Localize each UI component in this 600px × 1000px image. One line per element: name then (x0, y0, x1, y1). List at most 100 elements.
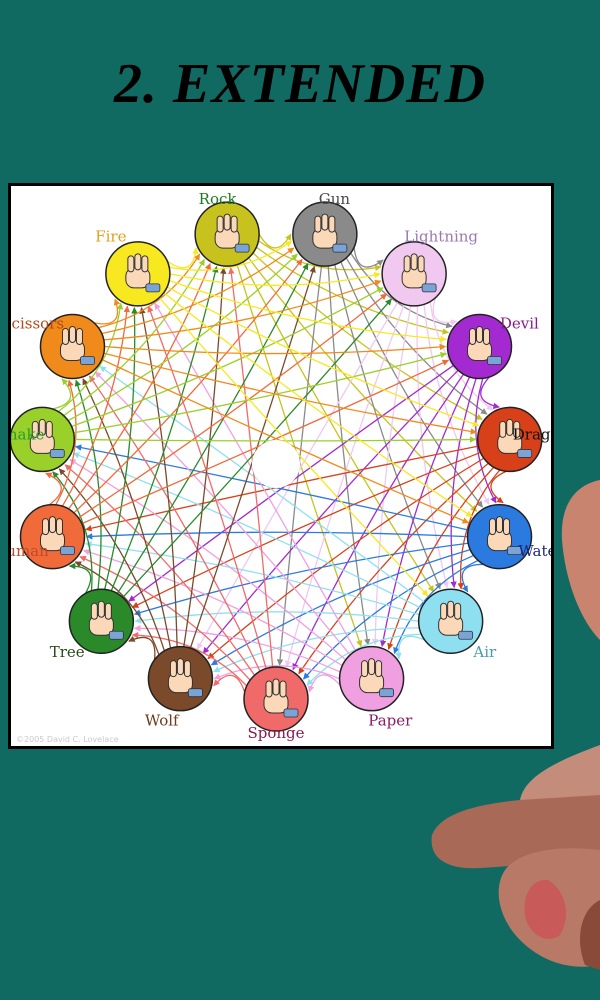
edge-scissors-to-lightning (103, 279, 382, 341)
edge-water-to-wolf (210, 549, 471, 666)
edge-gun-to-devil (350, 252, 453, 329)
edge-snake-to-devil (73, 351, 447, 434)
edge-fire-to-dragon (166, 286, 480, 427)
edge-paper-to-sponge (307, 674, 341, 693)
edge-air-to-wolf (213, 627, 420, 673)
node-water: Water (466, 503, 551, 570)
edge-fire-to-gun (169, 240, 293, 271)
node-human: Human (11, 503, 86, 570)
node-label: Devil (500, 315, 539, 333)
node-lightning: Lightning (381, 228, 478, 307)
edge-air-to-paper (395, 635, 426, 660)
snake-hand-icon (29, 418, 65, 458)
edge-scissors-to-rock (98, 253, 201, 329)
edge-snake-to-scissors (52, 378, 72, 410)
node-label: Air (472, 643, 497, 661)
copyright-text: ©2005 David C. Lovelace (16, 735, 119, 744)
node-label: Gun (319, 190, 351, 208)
node-air: Air (417, 588, 497, 661)
edge-sponge-to-scissors (88, 375, 261, 672)
edge-snake-to-gun (67, 253, 298, 422)
edge-sponge-to-wolf (213, 674, 246, 693)
node-label: Wolf (145, 712, 180, 730)
edge-paper-to-snake (69, 458, 347, 661)
edge-fire-to-lightning (169, 271, 381, 286)
edge-sponge-to-fire (147, 305, 267, 669)
edge-snake-to-fire (57, 302, 124, 413)
edge-human-to-rock (67, 262, 211, 510)
edge-sponge-to-human (79, 555, 251, 681)
edge-dragon-to-sponge (298, 462, 489, 675)
edge-wolf-to-rock (183, 267, 227, 647)
node-sponge: Sponge (243, 666, 309, 742)
edge-wolf-to-tree (128, 635, 156, 660)
air-hand-icon (438, 600, 474, 640)
dragon-hand-icon (497, 418, 533, 458)
node-label: Dragon (513, 426, 551, 444)
edge-gun-to-lightning (353, 247, 384, 268)
edge-dragon-to-paper (387, 466, 495, 650)
edge-fire-to-devil (168, 279, 447, 343)
node-label: Snake (11, 426, 45, 444)
node-gun: Gun (292, 190, 358, 267)
edge-water-to-human (85, 531, 468, 540)
node-devil: Devil (446, 313, 539, 380)
edge-lightning-to-air (416, 305, 449, 589)
node-label: Sponge (247, 724, 304, 742)
edge-sponge-to-snake (64, 464, 256, 676)
thumbnail (524, 879, 567, 939)
sponge-hand-icon (263, 678, 299, 718)
node-fire: Fire (95, 228, 171, 307)
edge-water-to-sponge (303, 554, 474, 680)
devil-hand-icon (467, 326, 502, 365)
edge-gun-to-dragon (345, 257, 488, 415)
water-hand-icon (486, 516, 522, 556)
edge-scissors-to-fire (93, 298, 121, 325)
edge-rock-to-gun (258, 233, 292, 249)
edge-wolf-to-snake (58, 468, 166, 652)
scissors-hand-icon (59, 326, 95, 365)
edge-gun-to-air (334, 264, 441, 590)
node-tree: Tree (50, 588, 135, 661)
node-scissors: Scissors (11, 313, 106, 380)
edge-dragon-to-air (457, 469, 501, 590)
gun-hand-icon (312, 213, 348, 253)
node-wolf: Wolf (145, 645, 214, 730)
node-label: Lightning (404, 228, 478, 246)
hand-shadow (580, 900, 600, 970)
edge-human-to-fire (61, 305, 131, 507)
edge-air-to-tree (134, 611, 419, 624)
node-label: Water (518, 542, 551, 560)
edge-rock-to-lightning (258, 240, 382, 272)
lightning-hand-icon (401, 253, 437, 293)
edge-scissors-to-devil (104, 343, 447, 355)
edge-wolf-to-fire (139, 307, 178, 647)
edge-tree-to-scissors (74, 379, 102, 590)
edge-sponge-to-tree (131, 631, 248, 687)
edge-human-to-gun (73, 258, 303, 514)
edge-water-to-tree (133, 542, 469, 616)
edge-human-to-scissors (55, 379, 77, 506)
edge-devil-to-paper (379, 376, 471, 647)
human-hand-icon (40, 516, 75, 556)
edge-paper-to-tree (133, 625, 341, 673)
edge-water-to-air (461, 563, 484, 593)
edge-air-to-sponge (306, 633, 422, 686)
edge-tree-to-rock (110, 265, 219, 592)
diagram-card: Rock Gun Lightning Devil Dragon Water Air Paper… (8, 183, 554, 749)
edge-air-to-snake (72, 452, 422, 609)
edge-wolf-to-human (74, 561, 160, 656)
edge-fire-to-rock (166, 247, 199, 269)
edge-rock-to-air (242, 261, 435, 593)
edge-tree-to-gun (116, 263, 309, 594)
edge-lightning-to-sponge (284, 304, 405, 668)
edge-fire-to-water (163, 292, 473, 518)
edge-lightning-to-water (423, 304, 490, 505)
edge-devil-to-air (450, 378, 477, 589)
edge-devil-to-dragon (480, 376, 500, 410)
edge-paper-to-human (82, 548, 343, 667)
fire-hand-icon (125, 253, 161, 293)
edge-wolf-to-scissors (82, 378, 172, 649)
rock-hand-icon (214, 213, 250, 253)
edge-snake-to-lightning (71, 287, 384, 428)
